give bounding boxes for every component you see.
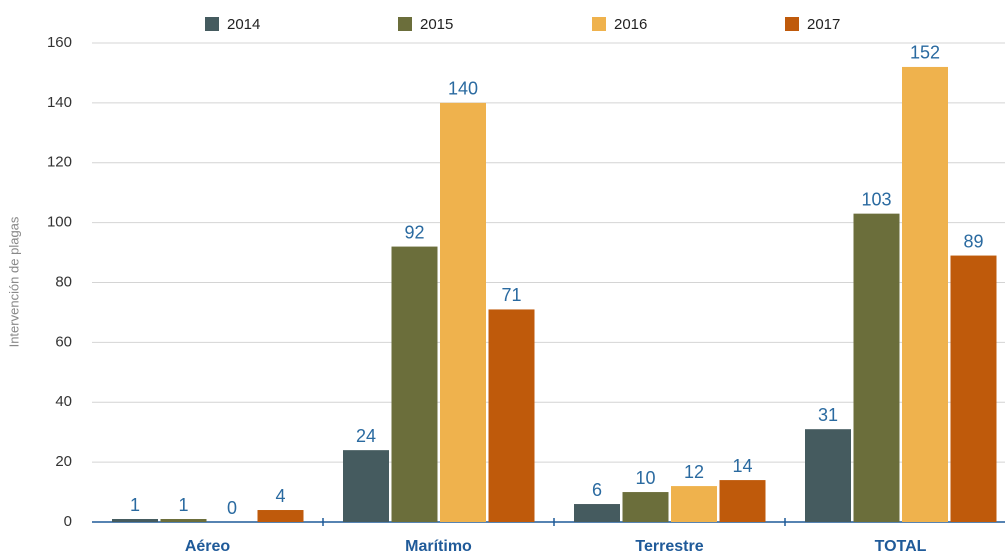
y-tick-label: 100 <box>47 214 72 231</box>
y-tick-label: 80 <box>55 273 72 290</box>
legend-label: 2016 <box>614 16 647 33</box>
value-label: 4 <box>275 486 285 506</box>
y-tick-label: 20 <box>55 453 72 470</box>
value-label: 140 <box>448 79 478 99</box>
legend-label: 2017 <box>807 16 840 33</box>
y-tick-label: 40 <box>55 393 72 410</box>
value-label: 24 <box>356 426 376 446</box>
value-label: 103 <box>861 189 891 209</box>
value-label: 1 <box>130 495 140 515</box>
bar <box>112 519 158 522</box>
legend-swatch <box>592 17 606 31</box>
bar <box>805 429 851 522</box>
y-axis-label: Intervención de plagas <box>6 216 21 347</box>
value-label: 152 <box>910 43 940 63</box>
bar <box>671 486 717 522</box>
bar <box>440 102 486 522</box>
value-label: 0 <box>227 498 237 518</box>
value-label: 1 <box>178 495 188 515</box>
x-tick-label: Aéreo <box>185 538 231 555</box>
value-label: 12 <box>684 462 704 482</box>
legend-swatch <box>205 17 219 31</box>
y-tick-label: 60 <box>55 333 72 350</box>
bar <box>902 66 948 522</box>
legend-label: 2014 <box>227 16 260 33</box>
bar <box>343 450 389 522</box>
value-label: 6 <box>592 480 602 500</box>
value-label: 31 <box>818 405 838 425</box>
value-label: 14 <box>732 456 752 476</box>
bar <box>391 246 438 522</box>
value-label: 71 <box>501 285 521 305</box>
bar <box>950 255 997 522</box>
x-tick-label: Marítimo <box>405 538 472 555</box>
y-tick-label: 120 <box>47 154 72 171</box>
legend-swatch <box>398 17 412 31</box>
value-label: 89 <box>963 231 983 251</box>
bar <box>853 213 900 523</box>
bar <box>574 504 620 522</box>
value-label: 92 <box>404 222 424 242</box>
y-tick-label: 0 <box>64 513 72 530</box>
legend-swatch <box>785 17 799 31</box>
x-tick-label: TOTAL <box>875 538 927 555</box>
bar <box>488 309 535 522</box>
x-tick-label: Terrestre <box>635 538 703 555</box>
bar <box>257 510 304 522</box>
bar <box>622 492 669 522</box>
bar <box>719 480 766 522</box>
y-tick-label: 140 <box>47 94 72 111</box>
bar <box>160 519 207 522</box>
y-tick-label: 160 <box>47 34 72 51</box>
value-label: 10 <box>635 468 655 488</box>
legend-label: 2015 <box>420 16 453 33</box>
